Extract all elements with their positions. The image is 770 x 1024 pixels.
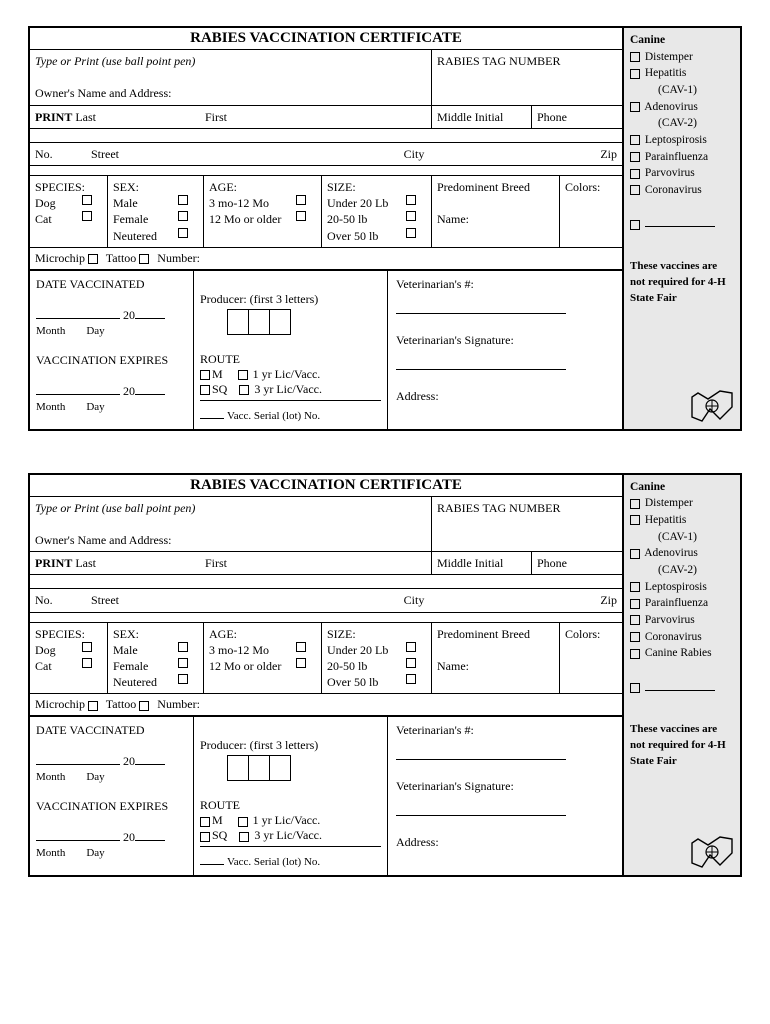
checkbox[interactable] [88,254,98,264]
rabies-tag: RABIES TAG NUMBER [432,50,622,105]
checkbox[interactable] [630,499,640,509]
checkbox[interactable] [238,817,248,827]
phone: Phone [532,106,622,128]
checkbox[interactable] [630,549,640,559]
checkbox[interactable] [200,385,210,395]
checkbox[interactable] [406,674,416,684]
checkbox[interactable] [178,211,188,221]
checkbox[interactable] [630,683,640,693]
cert-main-1: RABIES VACCINATION CERTIFICATE Type or P… [30,28,622,429]
title: RABIES VACCINATION CERTIFICATE [30,475,622,497]
checkbox[interactable] [178,228,188,238]
checkbox[interactable] [296,211,306,221]
title: RABIES VACCINATION CERTIFICATE [30,28,622,50]
checkbox[interactable] [630,220,640,230]
checkbox[interactable] [630,632,640,642]
checkbox[interactable] [630,69,640,79]
middle: Middle Initial [432,106,532,128]
checkbox[interactable] [630,102,640,112]
sidebar-2: Canine Distemper Hepatitis(CAV-1) Adenov… [622,475,740,876]
checkbox[interactable] [200,832,210,842]
checkbox[interactable] [238,370,248,380]
checkbox[interactable] [200,370,210,380]
checkbox[interactable] [630,185,640,195]
checkbox[interactable] [82,195,92,205]
checkbox[interactable] [178,642,188,652]
checkbox[interactable] [406,195,416,205]
checkbox[interactable] [630,582,640,592]
checkbox[interactable] [630,599,640,609]
checkbox[interactable] [200,817,210,827]
logo-icon [690,835,734,869]
checkbox[interactable] [630,135,640,145]
type-print: Type or Print (use ball point pen) [35,54,195,68]
vaccines-list-1: Distemper Hepatitis(CAV-1) Adenovirus(CA… [630,49,734,199]
logo-icon [690,389,734,423]
checkbox[interactable] [88,701,98,711]
checkbox[interactable] [630,152,640,162]
checkbox[interactable] [296,658,306,668]
checkbox[interactable] [82,211,92,221]
checkbox[interactable] [178,658,188,668]
vaccines-list-2: Distemper Hepatitis(CAV-1) Adenovirus(CA… [630,495,734,662]
checkbox[interactable] [139,254,149,264]
checkbox[interactable] [406,658,416,668]
certificate-2: RABIES VACCINATION CERTIFICATE Type or P… [28,473,742,878]
checkbox[interactable] [406,228,416,238]
checkbox[interactable] [139,701,149,711]
checkbox[interactable] [630,515,640,525]
cert-main-2: RABIES VACCINATION CERTIFICATE Type or P… [30,475,622,876]
checkbox[interactable] [178,674,188,684]
checkbox[interactable] [82,642,92,652]
certificate-1: RABIES VACCINATION CERTIFICATE Type or P… [28,26,742,431]
owner-line: Owner's Name and Address: [35,86,171,100]
checkbox[interactable] [296,642,306,652]
checkbox[interactable] [630,169,640,179]
checkbox[interactable] [178,195,188,205]
checkbox[interactable] [630,649,640,659]
checkbox[interactable] [82,658,92,668]
sidebar-1: Canine Distemper Hepatitis(CAV-1) Adenov… [622,28,740,429]
checkbox[interactable] [630,52,640,62]
checkbox[interactable] [406,211,416,221]
checkbox[interactable] [406,642,416,652]
checkbox[interactable] [239,385,249,395]
checkbox[interactable] [296,195,306,205]
checkbox[interactable] [239,832,249,842]
checkbox[interactable] [630,615,640,625]
